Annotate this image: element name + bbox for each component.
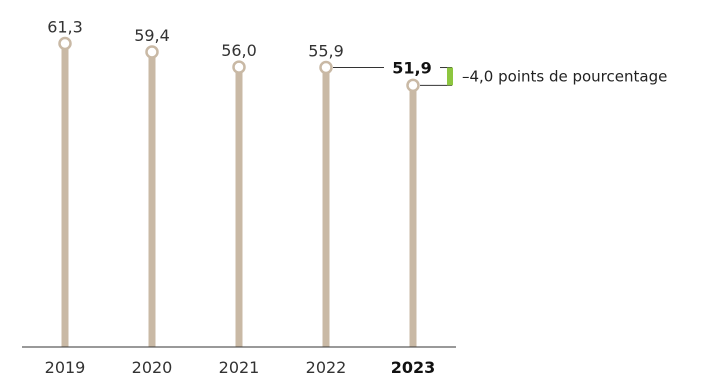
marker-2022 xyxy=(319,60,333,75)
category-label-2021: 2021 xyxy=(219,358,260,377)
change-annotation: –4,0 points de pourcentage xyxy=(447,67,667,85)
marker-2021 xyxy=(232,60,246,74)
value-label-2019: 61,3 xyxy=(47,18,83,37)
category-label-2019: 2019 xyxy=(45,358,86,377)
category-label-2020: 2020 xyxy=(132,358,173,377)
marker-2019 xyxy=(58,36,72,51)
value-label-2020: 59,4 xyxy=(134,26,170,45)
change-annotation-text: –4,0 points de pourcentage xyxy=(462,67,667,85)
value-label-2021: 56,0 xyxy=(221,41,257,60)
value-labels-group: 61,3 59,4 56,0 55,9 51,9 xyxy=(47,18,432,78)
stems-group xyxy=(61,43,417,347)
value-label-2022: 55,9 xyxy=(308,42,344,61)
category-labels-group: 2019 2020 2021 2022 2023 xyxy=(45,358,436,377)
marker-2023 xyxy=(406,78,420,93)
marker-2020 xyxy=(145,45,159,59)
value-label-2023: 51,9 xyxy=(392,59,431,78)
category-label-2022: 2022 xyxy=(306,358,347,377)
markers-group xyxy=(58,36,420,93)
category-label-2023: 2023 xyxy=(391,358,436,377)
change-bar xyxy=(447,67,453,86)
